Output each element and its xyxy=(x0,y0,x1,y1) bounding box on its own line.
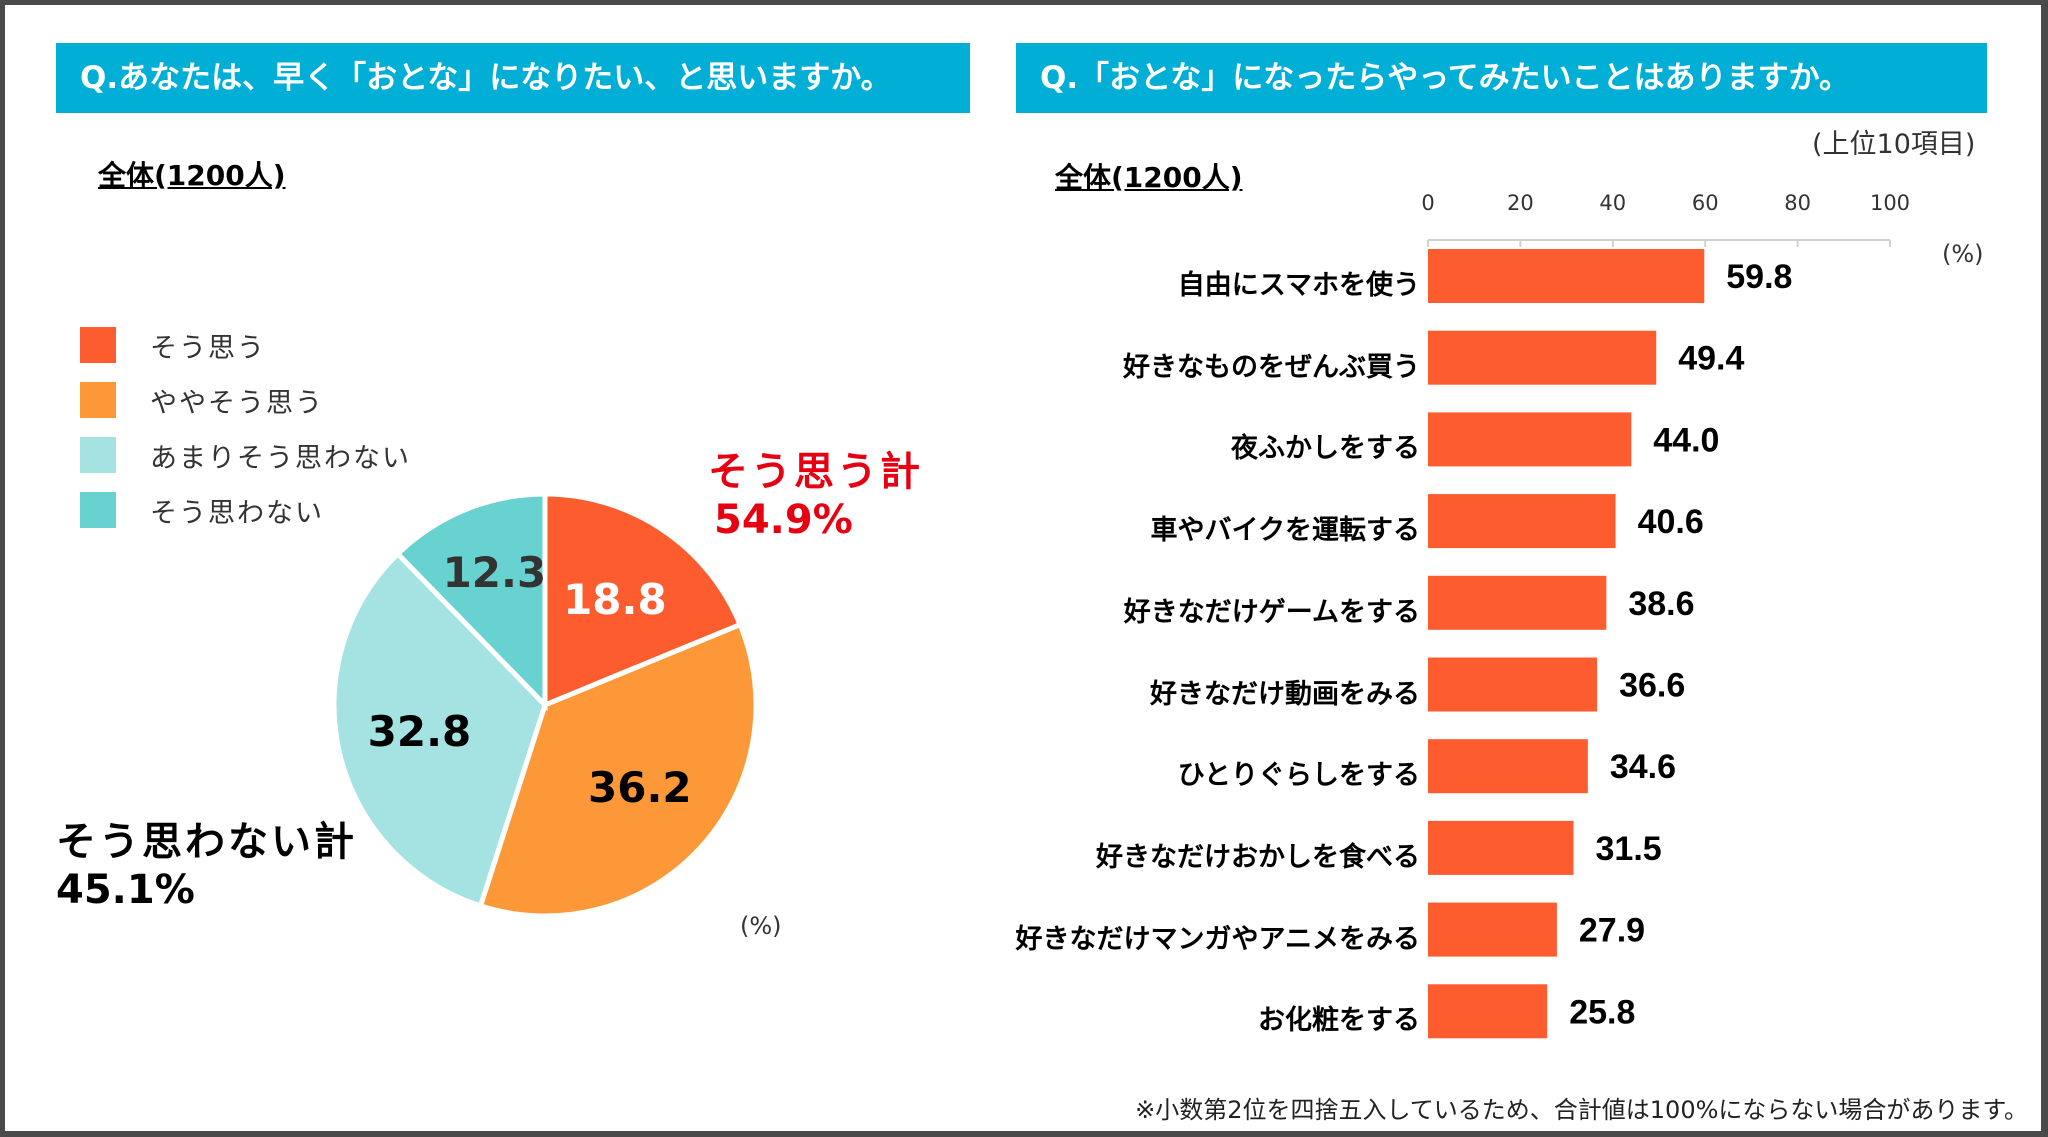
total-no: そう思わない計 45.1% xyxy=(56,818,357,914)
bar xyxy=(1428,330,1657,385)
pie-slice xyxy=(542,491,744,709)
pie-data-label: 18.8 xyxy=(563,575,667,625)
legend-label: あまりそう思わない xyxy=(150,442,411,474)
footnote: ※小数第2位を四捨五入しているため、合計値は100%にならない場合があります。 xyxy=(1135,1096,2028,1124)
pie-slice xyxy=(477,621,759,919)
pie-unit: (%) xyxy=(740,912,782,940)
pie-data-label: 12.3 xyxy=(442,547,547,597)
bar xyxy=(1428,412,1632,467)
x-tick-label: 20 xyxy=(1507,191,1534,215)
x-tick-label: 0 xyxy=(1421,191,1434,215)
bar xyxy=(1428,494,1616,549)
bar xyxy=(1428,249,1705,303)
bar xyxy=(1428,739,1588,794)
bar xyxy=(1428,820,1574,875)
total-yes-label: そう思う計 xyxy=(708,449,923,495)
bar-category-label: ひとりぐらしをする xyxy=(1177,760,1420,792)
x-tick-label: 100 xyxy=(1870,191,1910,215)
bar-value-label: 34.6 xyxy=(1610,748,1676,786)
bar-category-label: 好きなだけ動画をみる xyxy=(1150,678,1420,710)
bar-category-label: 車やバイクを運転する xyxy=(1150,515,1420,547)
total-no-label: そう思わない計 xyxy=(56,819,357,865)
total-no-value: 45.1% xyxy=(56,867,195,913)
legend-item: そう思う xyxy=(80,325,266,365)
bar-category-label: 好きなものをぜんぶ買う xyxy=(1123,351,1420,383)
bar-unit: (%) xyxy=(1942,240,1984,268)
legend-swatch xyxy=(80,492,116,528)
total-yes: そう思う計 54.9% xyxy=(708,448,923,544)
legend-swatch xyxy=(80,382,116,418)
pie-slice xyxy=(331,550,548,910)
bar-value-label: 36.6 xyxy=(1619,667,1685,705)
bar-value-label: 27.9 xyxy=(1579,912,1645,950)
legend-item: ややそう思う xyxy=(80,380,324,420)
bar-value-label: 25.8 xyxy=(1569,993,1635,1031)
bar-category-label: 自由にスマホを使う xyxy=(1177,270,1420,301)
legend-item: そう思わない xyxy=(80,490,324,530)
right-subtitle: 全体(1200人) xyxy=(1055,161,1243,194)
right-question-banner: Q.「おとな」になったらやってみたいことはありますか。 xyxy=(1016,43,1987,113)
legend-swatch xyxy=(80,437,116,473)
bar-category-label: 好きなだけゲームをする xyxy=(1123,596,1420,628)
x-tick-label: 80 xyxy=(1784,191,1811,215)
bar xyxy=(1428,902,1557,957)
bar xyxy=(1428,657,1598,712)
left-subtitle: 全体(1200人) xyxy=(98,159,286,192)
bar-value-label: 38.6 xyxy=(1628,585,1694,623)
bar-category-label: お化粧をする xyxy=(1258,1005,1420,1037)
bar-value-label: 40.6 xyxy=(1638,503,1704,541)
bar xyxy=(1428,575,1607,630)
total-yes-value: 54.9% xyxy=(714,497,853,543)
pie-slice xyxy=(394,491,548,712)
bar xyxy=(1428,984,1548,1039)
bar-scope-note: (上位10項目) xyxy=(1812,129,1976,160)
bar-value-label: 31.5 xyxy=(1596,830,1662,868)
bar-category-label: 好きなだけマンガやアニメをみる xyxy=(1015,923,1420,955)
pie-data-label: 32.8 xyxy=(367,706,472,756)
legend-label: そう思う xyxy=(150,332,266,364)
legend-label: そう思わない xyxy=(150,497,324,529)
bar-category-label: 夜ふかしをする xyxy=(1231,433,1420,465)
pie-data-label: 36.2 xyxy=(588,762,692,812)
left-question-banner: Q.あなたは、早く「おとな」になりたい、と思いますか。 xyxy=(56,43,970,113)
bar-category-label: 好きなだけおかしを食べる xyxy=(1096,841,1420,873)
legend-item: あまりそう思わない xyxy=(80,435,411,475)
bar-category-labels: 自由にスマホを使う 好きなものをぜんぶ買う 夜ふかしをする 車やバイクを運転する 好きな… xyxy=(900,0,1420,1137)
legend-swatch xyxy=(80,327,116,363)
legend-label: ややそう思う xyxy=(150,387,324,419)
bar-value-label: 59.8 xyxy=(1726,258,1792,296)
bar-value-label: 49.4 xyxy=(1678,340,1744,378)
bar-value-label: 44.0 xyxy=(1653,421,1719,459)
x-tick-label: 40 xyxy=(1599,191,1626,215)
x-tick-label: 60 xyxy=(1692,191,1719,215)
slide xyxy=(5,5,2041,1131)
